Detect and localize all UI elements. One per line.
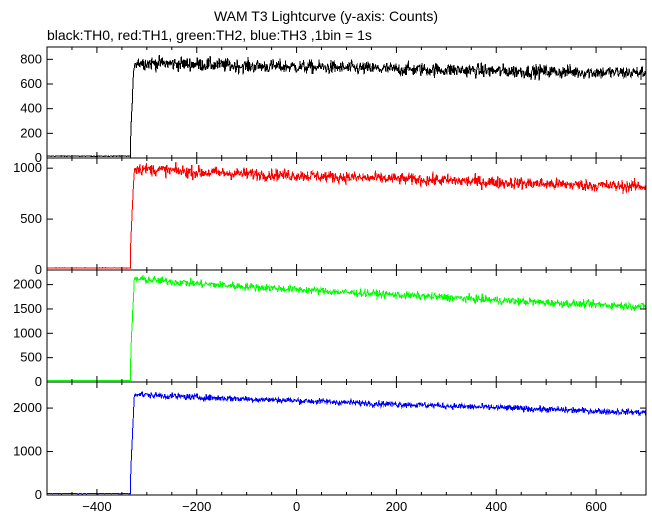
x-tick-label: 200 (386, 499, 408, 514)
y-tick-label-th0: 800 (20, 51, 42, 66)
x-tick-label: 0 (293, 499, 300, 514)
y-tick-label-th1: 0 (35, 262, 42, 277)
y-tick-label-th0: 400 (20, 101, 42, 116)
chart-title: WAM T3 Lightcurve (y-axis: Counts) (213, 8, 439, 24)
y-tick-label-th3: 1000 (13, 444, 42, 459)
y-tick-label-th0: 600 (20, 76, 42, 91)
series-line-th0 (46, 54, 647, 159)
y-tick-label-th2: 1000 (13, 325, 42, 340)
series-line-th2 (47, 275, 647, 382)
y-tick-label-th2: 1500 (13, 301, 42, 316)
y-tick-label-th0: 200 (20, 125, 42, 140)
y-tick-label-th2: 500 (20, 350, 42, 365)
panel-frame-th2 (46, 269, 647, 383)
series-line-th1 (46, 161, 647, 270)
y-tick-label-th3: 0 (35, 487, 42, 502)
x-tick-label: 400 (485, 499, 507, 514)
y-tick-label-th0: 0 (35, 150, 42, 165)
y-tick-label-th2: 0 (35, 374, 42, 389)
x-tick-label: 600 (585, 499, 607, 514)
x-tick-label: −400 (82, 499, 111, 514)
y-tick-label-th1: 500 (20, 211, 42, 226)
panel-frame-th3 (46, 381, 647, 496)
chart-subtitle: black:TH0, red:TH1, green:TH2, blue:TH3 … (47, 27, 372, 43)
x-tick-label: −200 (182, 499, 211, 514)
series-line-th3 (46, 390, 647, 495)
y-tick-label-th3: 2000 (13, 400, 42, 415)
y-tick-label-th2: 2000 (13, 277, 42, 292)
y-tick-label-th1: 1000 (13, 160, 42, 175)
